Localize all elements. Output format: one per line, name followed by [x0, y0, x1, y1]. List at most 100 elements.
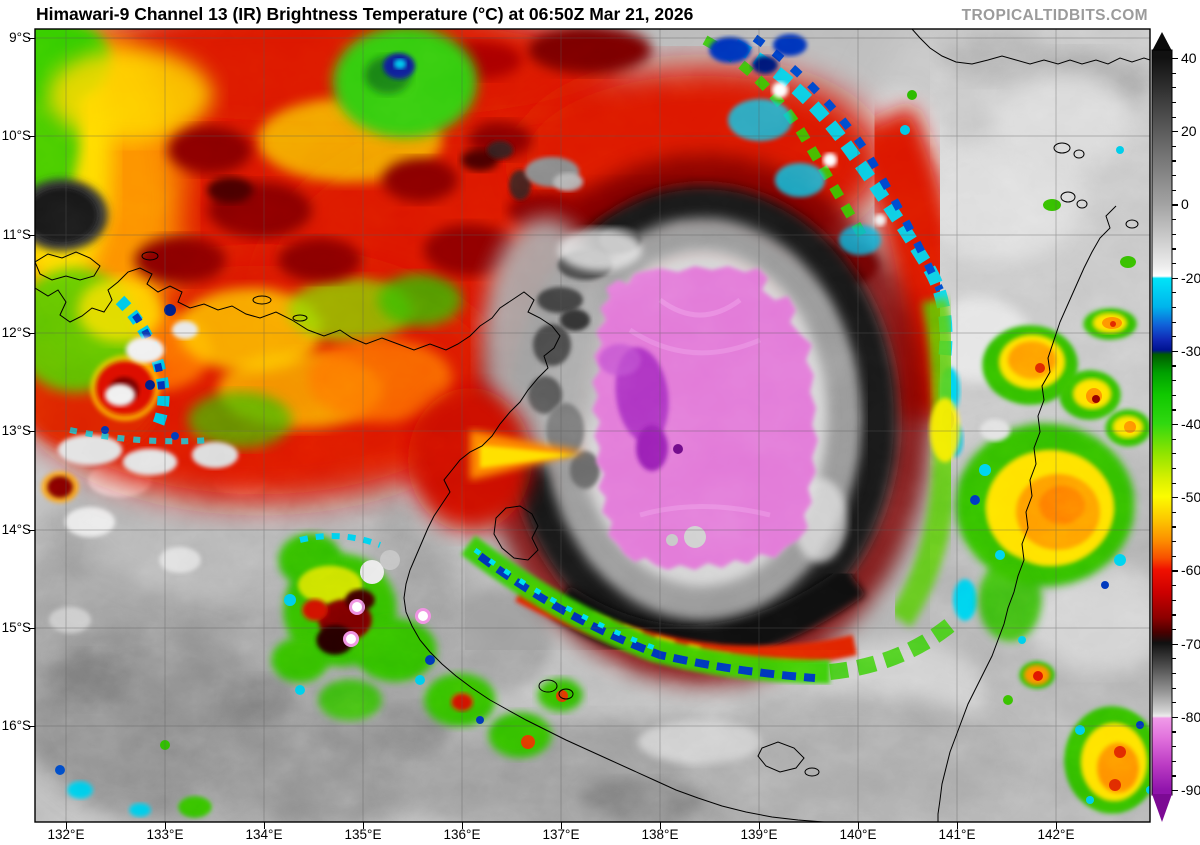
lon-tick [957, 822, 959, 829]
colorbar-bar [1151, 49, 1173, 796]
coastline-layer [35, 29, 1150, 822]
colorbar-tick-label: -20 [1181, 269, 1200, 286]
colorbar-minor-tick [1172, 585, 1176, 587]
lat-tick [28, 529, 35, 531]
colorbar-minor-tick [1172, 248, 1176, 250]
colorbar-minor-tick [1172, 482, 1176, 484]
colorbar-minor-tick [1172, 101, 1176, 104]
colorbar-minor-tick [1172, 599, 1176, 601]
colorbar-minor-tick [1172, 306, 1176, 309]
lon-tick [165, 822, 167, 829]
colorbar-minor-tick [1172, 160, 1176, 162]
colorbar-minor-tick [1172, 219, 1176, 221]
lat-label: 12°S [1, 324, 31, 340]
colorbar-minor-tick [1172, 394, 1176, 396]
colorbar-minor-tick [1172, 380, 1176, 382]
colorbar-minor-tick [1172, 628, 1176, 631]
colorbar-tick-label: -90 [1181, 782, 1200, 798]
colorbar-tick-label: 40 [1181, 50, 1197, 66]
colorbar-minor-tick [1172, 262, 1176, 265]
colorbar-minor-tick [1172, 760, 1176, 762]
colorbar-minor-tick [1172, 467, 1176, 470]
colorbar-major-tick [1172, 58, 1178, 60]
lon-tick [858, 822, 860, 829]
lat-label: 15°S [1, 619, 31, 635]
colorbar-minor-tick [1172, 72, 1176, 74]
colorbar-major-tick [1172, 716, 1178, 718]
lat-label: 9°S [9, 30, 31, 45]
colorbar-major-tick [1172, 570, 1178, 572]
colorbar-major-tick [1172, 497, 1178, 499]
colorbar-minor-tick [1172, 775, 1176, 777]
colorbar-minor-tick [1172, 87, 1176, 89]
lat-label: 13°S [1, 423, 31, 439]
lon-tick [759, 822, 761, 829]
colorbar-minor-tick [1172, 614, 1176, 616]
colorbar-major-tick [1172, 643, 1178, 645]
map-border [34, 28, 1151, 823]
colorbar-minor-tick [1172, 702, 1176, 704]
colorbar-minor-tick [1172, 746, 1176, 748]
lat-label: 16°S [1, 718, 31, 734]
lat-tick [28, 431, 35, 433]
colorbar-tick-label: -40 [1181, 416, 1200, 432]
lon-label: 140°E [839, 827, 877, 842]
lat-label: 10°S [1, 128, 31, 144]
lat-tick [28, 136, 35, 138]
colorbar-minor-tick [1172, 526, 1176, 528]
lon-label: 132°E [47, 827, 85, 842]
lat-tick [28, 627, 35, 629]
colorbar-major-tick [1172, 277, 1178, 279]
colorbar-minor-tick [1172, 555, 1176, 557]
colorbar-minor-tick [1172, 292, 1176, 294]
colorbar-top-arrow [1152, 32, 1172, 51]
colorbar-minor-tick [1172, 672, 1176, 675]
tropicaltidbits-watermark: TROPICALTIDBITS.COM [961, 7, 1148, 24]
lon-label: 142°E [1037, 827, 1075, 842]
lat-label: 14°S [1, 521, 31, 537]
lat-tick [28, 726, 35, 728]
colorbar-minor-tick [1172, 438, 1176, 440]
lat-tick [28, 332, 35, 335]
colorbar-minor-tick [1172, 453, 1176, 455]
page-title: Himawari-9 Channel 13 (IR) Brightness Te… [36, 4, 694, 24]
lat-label: 11°S [2, 226, 31, 242]
colorbar-major-tick [1172, 204, 1178, 206]
colorbar-minor-tick [1172, 321, 1176, 323]
colorbar-minor-tick [1172, 336, 1176, 338]
graticule-layer [35, 29, 1150, 822]
colorbar-minor-tick [1172, 731, 1176, 733]
colorbar-tick-label: -70 [1181, 635, 1200, 652]
colorbar-minor-tick [1172, 511, 1176, 514]
colorbar-minor-tick [1172, 233, 1176, 235]
colorbar-minor-tick [1172, 175, 1176, 177]
colorbar [1151, 32, 1173, 822]
colorbar-tick-label: -60 [1181, 562, 1200, 579]
lon-tick [660, 822, 662, 829]
colorbar-minor-tick [1172, 541, 1176, 543]
colorbar-tick-label: 20 [1181, 123, 1197, 140]
lon-label: 138°E [641, 827, 679, 842]
lon-label: 133°E [146, 827, 184, 842]
colorbar-minor-tick [1172, 365, 1176, 367]
lon-tick [66, 822, 68, 829]
colorbar-minor-tick [1172, 116, 1176, 118]
lon-label: 141°E [938, 827, 976, 842]
lon-tick [462, 822, 464, 829]
colorbar-minor-tick [1172, 189, 1176, 191]
colorbar-minor-tick [1172, 658, 1176, 660]
colorbar-major-tick [1172, 131, 1178, 133]
lon-label: 135°E [344, 827, 382, 842]
colorbar-minor-tick [1172, 145, 1176, 148]
colorbar-tick-label: 0 [1181, 196, 1189, 213]
colorbar-tick-label: -50 [1181, 489, 1200, 506]
colorbar-tick-label: -80 [1181, 708, 1200, 725]
lon-tick [264, 822, 266, 829]
colorbar-tick-label: -30 [1181, 342, 1200, 359]
lat-tick [28, 38, 35, 40]
lon-tick [363, 822, 365, 829]
colorbar-major-tick [1172, 350, 1178, 352]
lon-label: 137°E [542, 827, 580, 842]
